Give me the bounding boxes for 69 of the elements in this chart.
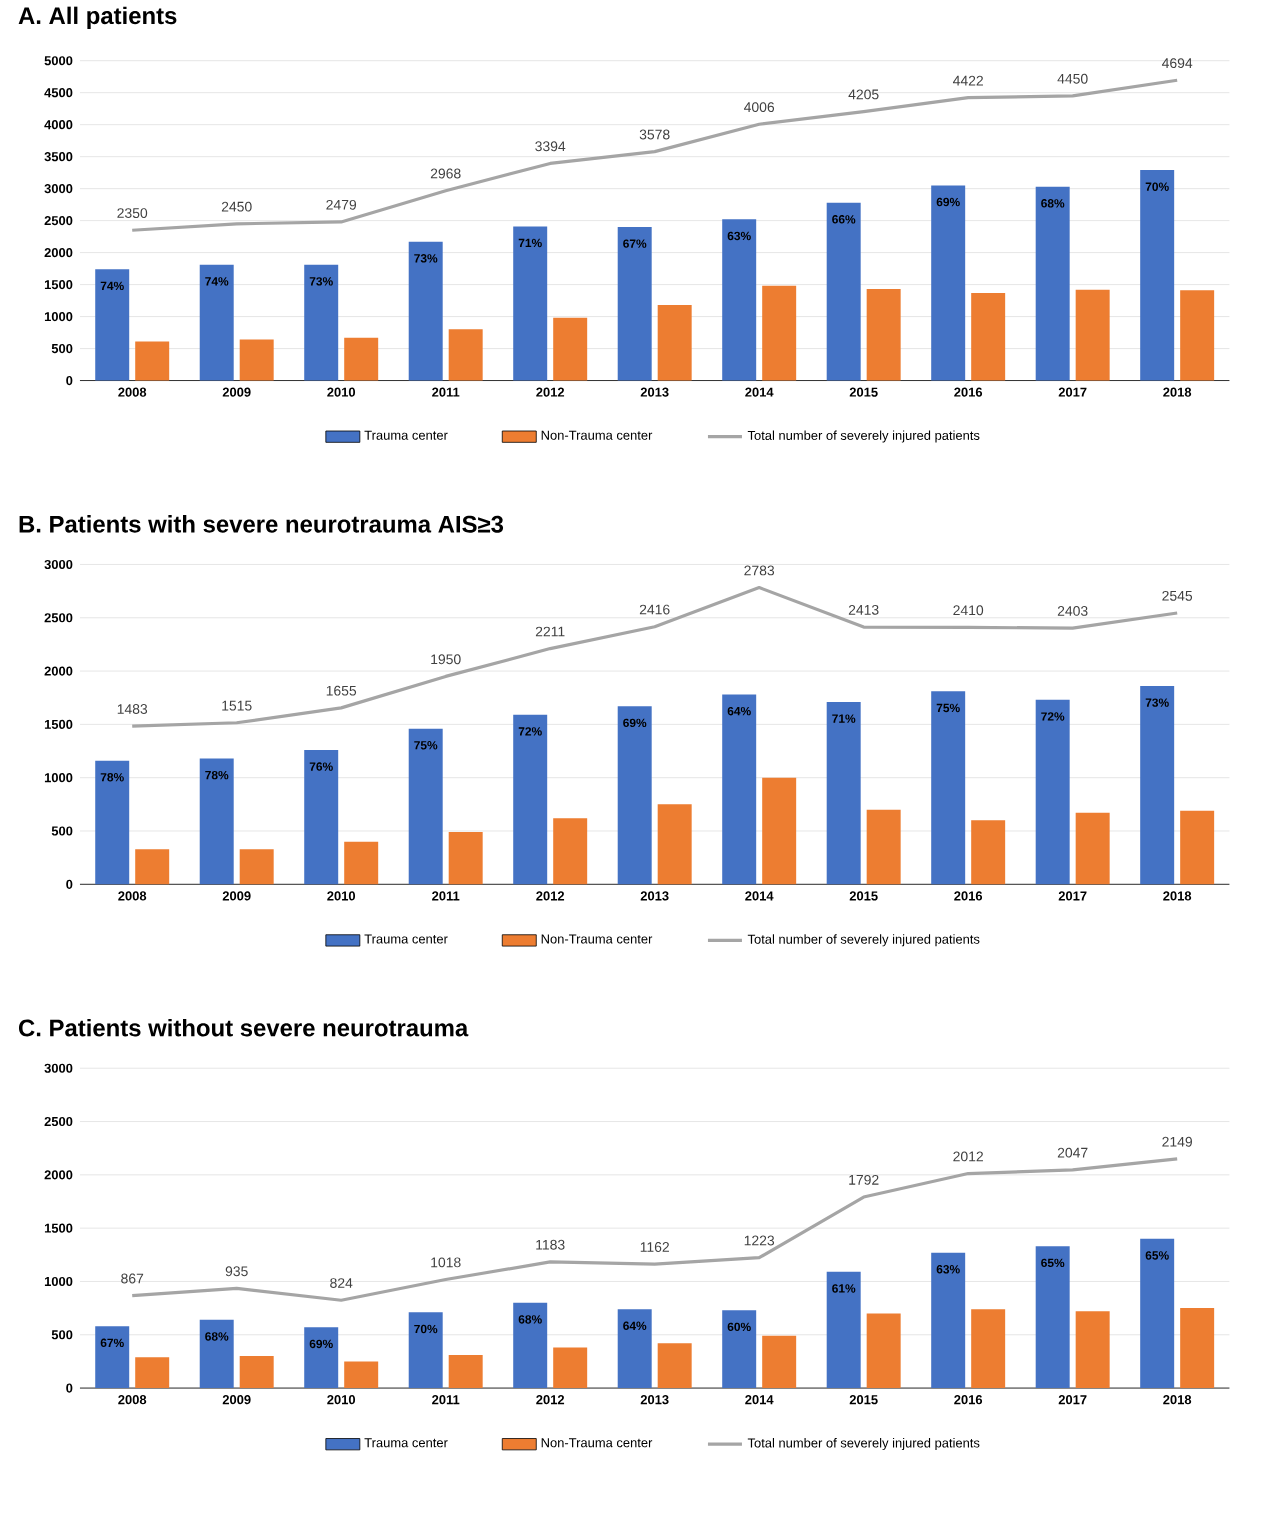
- bar: [513, 1302, 548, 1389]
- bar: [513, 714, 548, 885]
- bar: [618, 1309, 652, 1389]
- bar: [553, 317, 588, 381]
- bar: [762, 1335, 797, 1389]
- bar: [135, 849, 170, 885]
- bar: [449, 832, 483, 885]
- bar: [1140, 170, 1175, 381]
- chart-title: C. Patients without severe neurotrauma: [19, 1018, 469, 1037]
- bar: [971, 292, 1006, 381]
- bar: [1180, 290, 1215, 381]
- bar: [658, 305, 692, 381]
- bar: [618, 706, 652, 885]
- bar: [553, 1347, 588, 1389]
- bar: [449, 329, 483, 381]
- bar: [95, 1326, 130, 1389]
- bar: [240, 339, 274, 381]
- bar: [344, 1361, 379, 1389]
- bar: [658, 1343, 692, 1389]
- bar: [1075, 812, 1110, 885]
- bar: [240, 849, 274, 885]
- bar: [304, 749, 339, 885]
- bar: [827, 202, 861, 381]
- bar: [762, 777, 797, 885]
- bar: [1075, 289, 1110, 381]
- bar: [1036, 186, 1070, 381]
- bar: [409, 1312, 444, 1389]
- bar: [762, 285, 797, 381]
- bar: [722, 1310, 757, 1389]
- bar: [240, 1356, 274, 1389]
- bar: [304, 264, 339, 381]
- bar: [200, 264, 235, 381]
- bar: [1140, 686, 1175, 885]
- chart-title: B. Patients with severe neurotrauma AIS≥3: [19, 515, 504, 533]
- chart-title: A. All patients: [18, 6, 177, 29]
- bar: [971, 820, 1006, 885]
- bar: [866, 809, 901, 885]
- bar: [409, 728, 444, 885]
- bar: [618, 227, 652, 381]
- bar: [344, 337, 379, 381]
- bar: [449, 1355, 483, 1389]
- bar: [304, 1327, 339, 1389]
- bar: [1075, 1311, 1110, 1389]
- bar: [1180, 1308, 1215, 1389]
- bar: [1036, 699, 1070, 885]
- bar: [931, 1252, 966, 1389]
- bar: [135, 1357, 170, 1389]
- bar: [409, 241, 444, 381]
- bar: [135, 341, 170, 381]
- bar: [95, 760, 130, 885]
- bar: [658, 804, 692, 885]
- bar: [931, 185, 966, 381]
- bar: [971, 1309, 1006, 1389]
- bar: [95, 269, 130, 381]
- bar: [1140, 1238, 1175, 1389]
- bar: [866, 1313, 901, 1389]
- bar: [722, 694, 757, 885]
- bar: [1036, 1246, 1070, 1389]
- bar: [200, 1319, 235, 1389]
- bar: [553, 818, 588, 885]
- bar: [866, 289, 901, 381]
- bar: [1180, 810, 1215, 885]
- bar: [200, 758, 235, 885]
- bar: [513, 226, 548, 381]
- bar: [344, 841, 379, 885]
- bar: [722, 219, 757, 381]
- bar: [827, 1271, 861, 1389]
- bar: [827, 702, 861, 885]
- bar: [931, 691, 966, 885]
